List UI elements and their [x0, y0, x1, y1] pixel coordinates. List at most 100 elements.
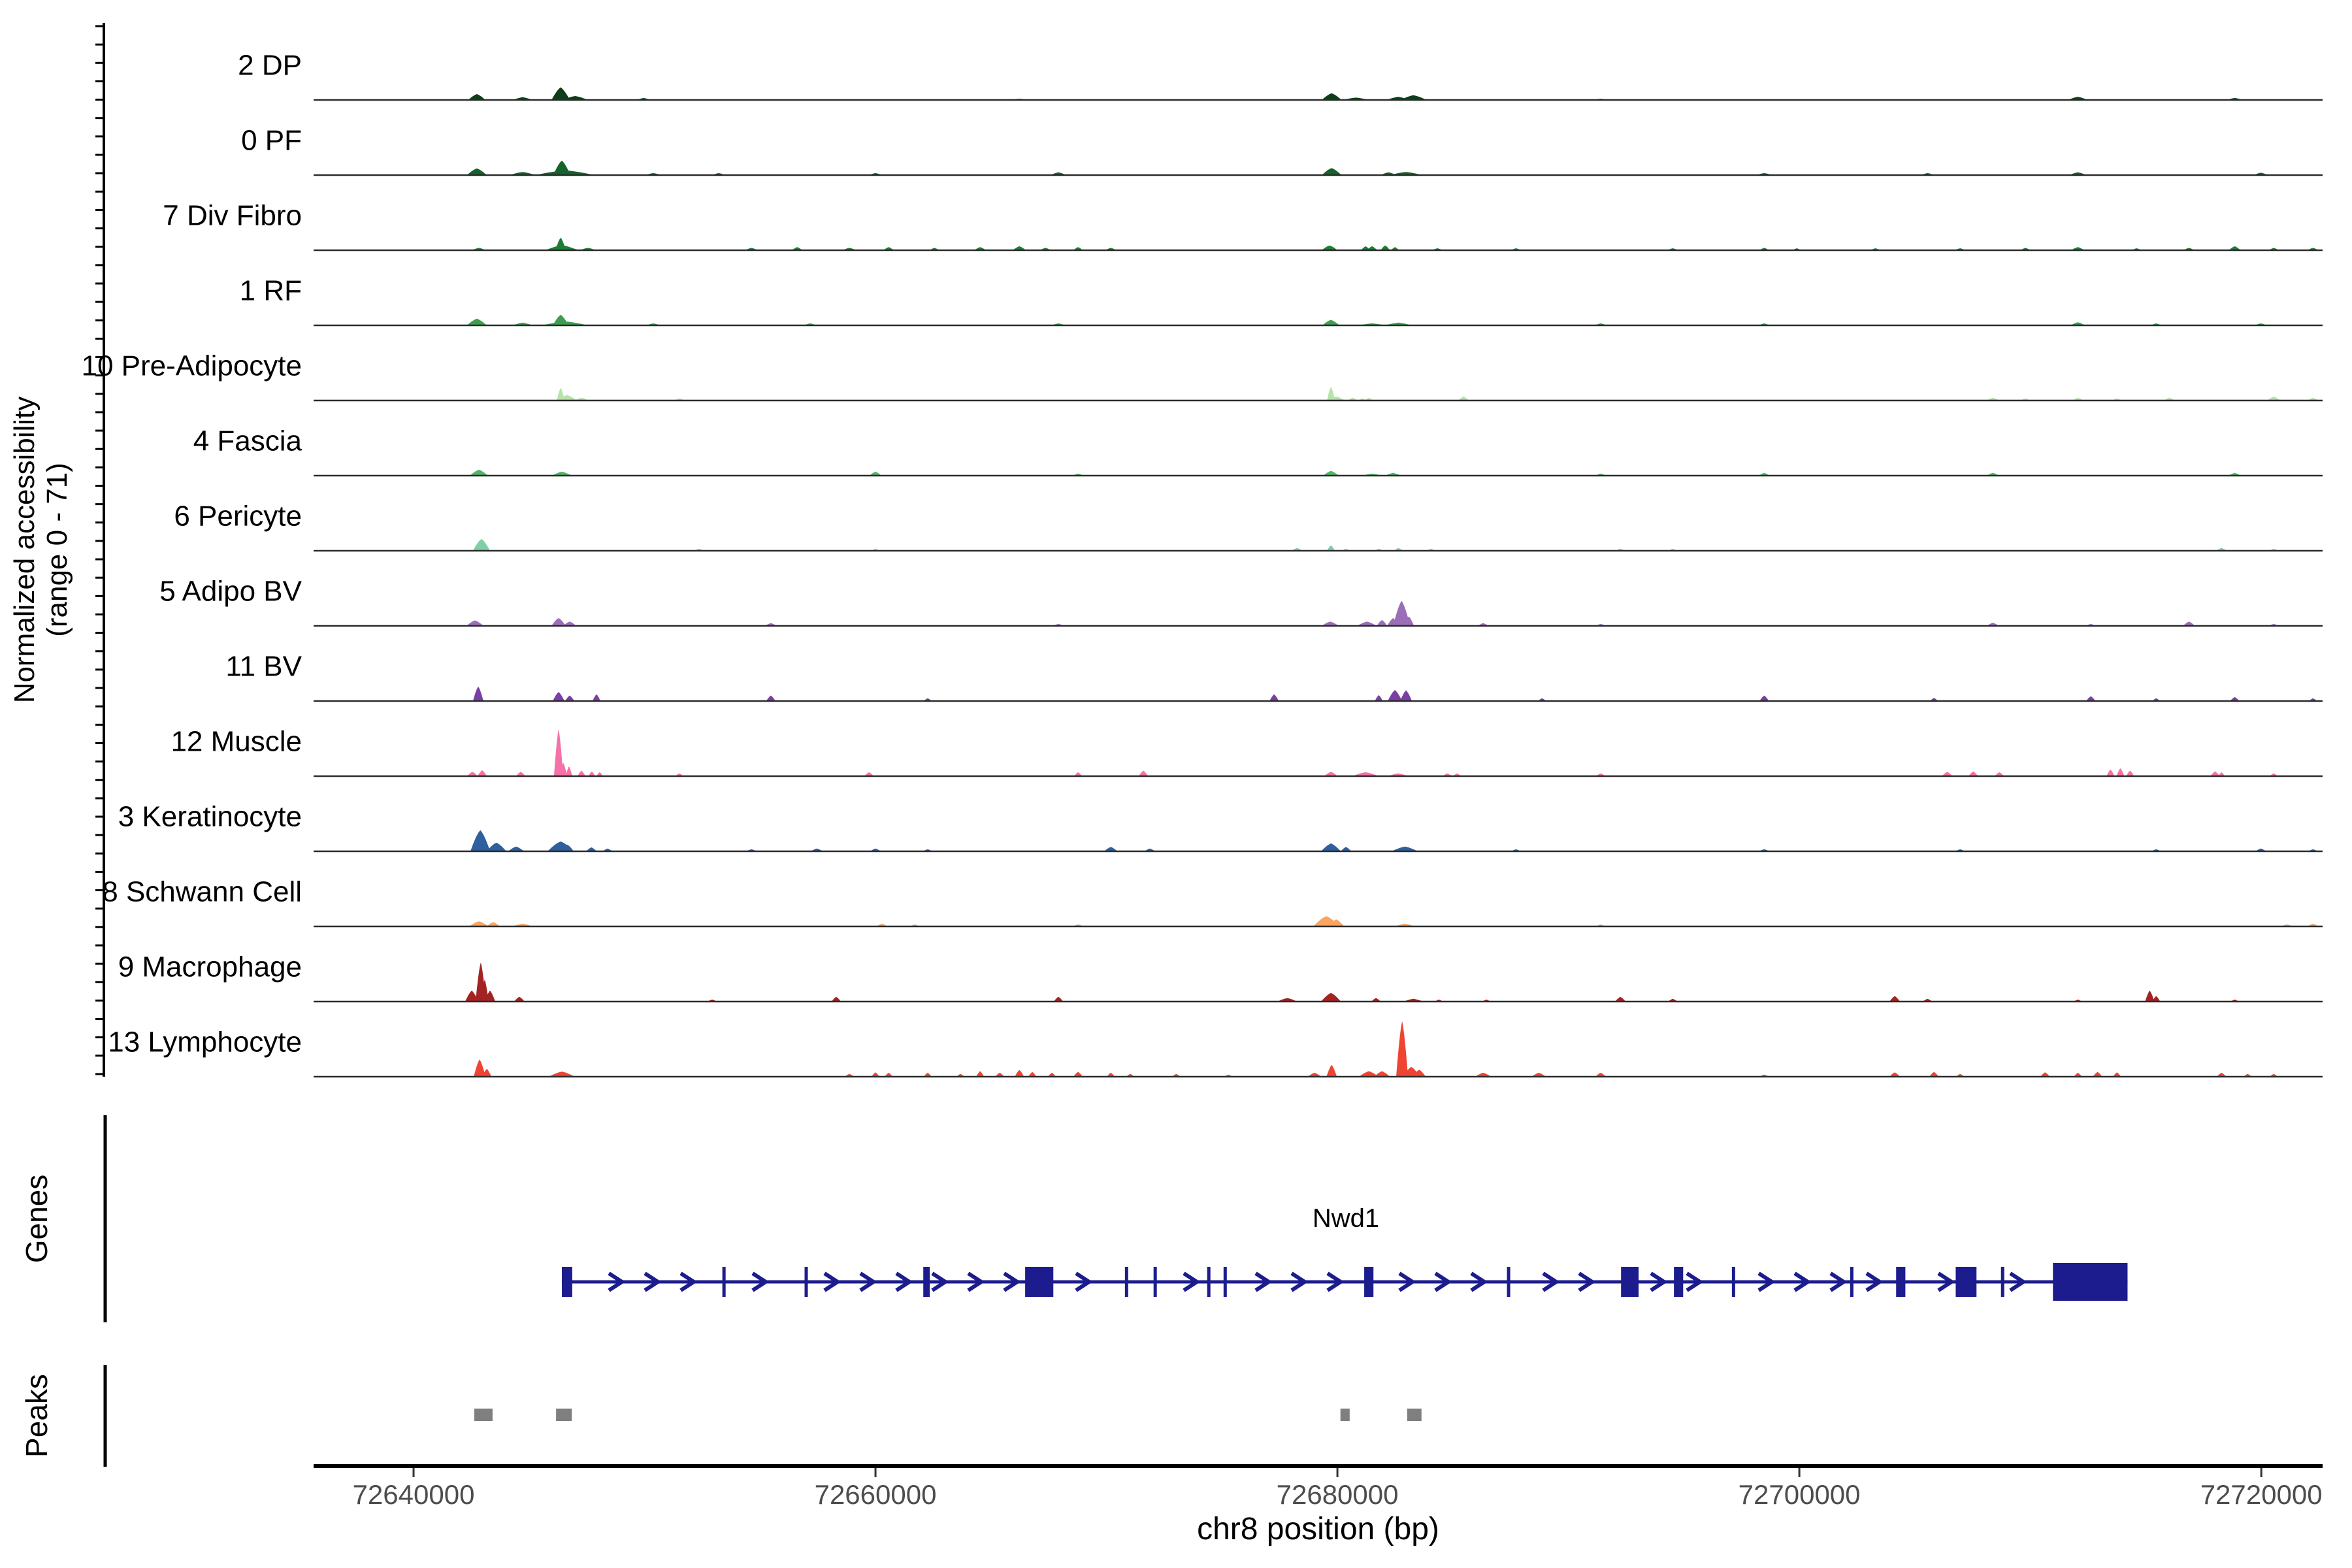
coverage-track: 2 DP — [238, 50, 2323, 101]
strand-arrow-icon — [1434, 1271, 1452, 1292]
gene-exon — [1955, 1267, 1977, 1297]
track-signal-area — [314, 916, 2323, 926]
track-label: 11 BV — [225, 651, 302, 683]
coverage-track: 5 Adipo BV — [159, 576, 2323, 627]
x-axis: 72640000 72660000 72680000 72700000 72720000… — [314, 1464, 2323, 1546]
strand-arrow-icon — [967, 1271, 985, 1292]
peak-interval — [1407, 1409, 1422, 1421]
coverage-track: 10 Pre-Adipocyte — [81, 350, 2323, 402]
x-axis-tick-label: 72660000 — [815, 1479, 937, 1510]
coverage-track: 6 Pericyte — [174, 500, 2323, 552]
genes-section-label: Genes — [20, 1175, 54, 1264]
strand-arrow-icon — [1829, 1271, 1848, 1292]
strand-arrow-icon — [1290, 1271, 1309, 1292]
gene-exon — [1896, 1267, 1906, 1297]
gene-exon — [804, 1267, 808, 1297]
gene-exon — [1207, 1267, 1211, 1297]
gene-exon — [1850, 1267, 1854, 1297]
strand-arrow-icon — [679, 1271, 698, 1292]
strand-arrow-icon — [1398, 1271, 1416, 1292]
x-axis-title: chr8 position (bp) — [1197, 1512, 1439, 1546]
track-label: 1 RF — [240, 275, 302, 307]
strand-arrow-icon — [644, 1271, 662, 1292]
y-axis-label-line2: (range 0 - 71) — [41, 463, 73, 637]
gene-exon — [1507, 1267, 1511, 1297]
y-axis-label-line1: Normalized accessibility — [8, 397, 41, 703]
gene-exon — [722, 1267, 726, 1297]
strand-arrow-icon — [1075, 1271, 1093, 1292]
gene-exon — [2001, 1267, 2004, 1297]
strand-arrow-icon — [751, 1271, 770, 1292]
track-label: 6 Pericyte — [174, 500, 302, 532]
gene-exon — [1674, 1267, 1684, 1297]
peaks-section-label: Peaks — [20, 1374, 54, 1458]
genes-section: Genes Nwd1 — [20, 1115, 2128, 1322]
track-label: 9 Macrophage — [118, 951, 302, 983]
gene-exon — [1025, 1267, 1054, 1297]
strand-arrow-icon — [1578, 1271, 1596, 1292]
coverage-track: 8 Schwann Cell — [102, 876, 2323, 928]
coverage-track: 12 Muscle — [171, 726, 2323, 777]
strand-arrow-icon — [1937, 1271, 1955, 1292]
coverage-track: 0 PF — [241, 125, 2323, 176]
gene-exon — [923, 1267, 930, 1297]
x-axis-tick-label: 72700000 — [1739, 1479, 1861, 1510]
coverage-track: 3 Keratinocyte — [118, 801, 2323, 853]
strand-arrow-icon — [2009, 1271, 2027, 1292]
track-label: 10 Pre-Adipocyte — [81, 350, 302, 382]
strand-arrow-icon — [1326, 1271, 1345, 1292]
track-signal-area — [314, 830, 2323, 851]
coverage-track: 11 BV — [225, 651, 2323, 702]
strand-arrow-icon — [1865, 1271, 1884, 1292]
strand-arrow-icon — [1793, 1271, 1812, 1292]
gene-exon — [2053, 1263, 2128, 1301]
strand-arrow-icon — [895, 1271, 913, 1292]
peaks-section: Peaks — [20, 1365, 1422, 1467]
strand-arrow-icon — [1757, 1271, 1776, 1292]
gene-name-label: Nwd1 — [1313, 1204, 1379, 1233]
track-label: 13 Lymphocyte — [108, 1026, 302, 1058]
gene-exon — [1364, 1267, 1374, 1297]
strand-arrow-icon — [1542, 1271, 1560, 1292]
gene-exon — [1124, 1267, 1128, 1297]
gene-exon — [1731, 1267, 1735, 1297]
track-label: 5 Adipo BV — [159, 576, 302, 608]
strand-arrow-icon — [823, 1271, 841, 1292]
peak-interval — [474, 1409, 493, 1421]
coverage-track: 1 RF — [240, 275, 2323, 327]
x-axis-tick-label: 72720000 — [2200, 1479, 2323, 1510]
gene-exon — [561, 1267, 572, 1297]
coverage-track: 13 Lymphocyte — [108, 1021, 2323, 1078]
gene-exon — [1223, 1267, 1227, 1297]
track-label: 4 Fascia — [193, 425, 302, 457]
strand-arrow-icon — [859, 1271, 877, 1292]
gene-exon — [1621, 1267, 1639, 1297]
x-axis-tick-label: 72640000 — [353, 1479, 475, 1510]
strand-arrow-icon — [608, 1271, 626, 1292]
coverage-track: 7 Div Fibro — [163, 200, 2323, 252]
strand-arrow-icon — [1650, 1271, 1668, 1292]
track-label: 0 PF — [241, 125, 302, 157]
x-axis-tick-label: 72680000 — [1277, 1479, 1399, 1510]
track-label: 2 DP — [238, 50, 302, 82]
track-signal-area — [314, 729, 2323, 776]
track-signal-area — [314, 160, 2323, 175]
coverage-track: 9 Macrophage — [118, 951, 2323, 1003]
track-label: 8 Schwann Cell — [102, 876, 302, 908]
strand-arrow-icon — [1003, 1271, 1021, 1292]
track-label: 12 Muscle — [171, 726, 302, 758]
accessibility-axis: Normalized accessibility (range 0 - 71) — [8, 23, 105, 1077]
strand-arrow-icon — [1470, 1271, 1488, 1292]
peak-interval — [556, 1409, 572, 1421]
peak-interval — [1340, 1409, 1350, 1421]
gene-exon — [1153, 1267, 1157, 1297]
strand-arrow-icon — [1254, 1271, 1273, 1292]
strand-arrow-icon — [1686, 1271, 1704, 1292]
coverage-track: 4 Fascia — [193, 425, 2323, 477]
strand-arrow-icon — [931, 1271, 949, 1292]
track-label: 7 Div Fibro — [163, 200, 302, 232]
strand-arrow-icon — [1183, 1271, 1201, 1292]
